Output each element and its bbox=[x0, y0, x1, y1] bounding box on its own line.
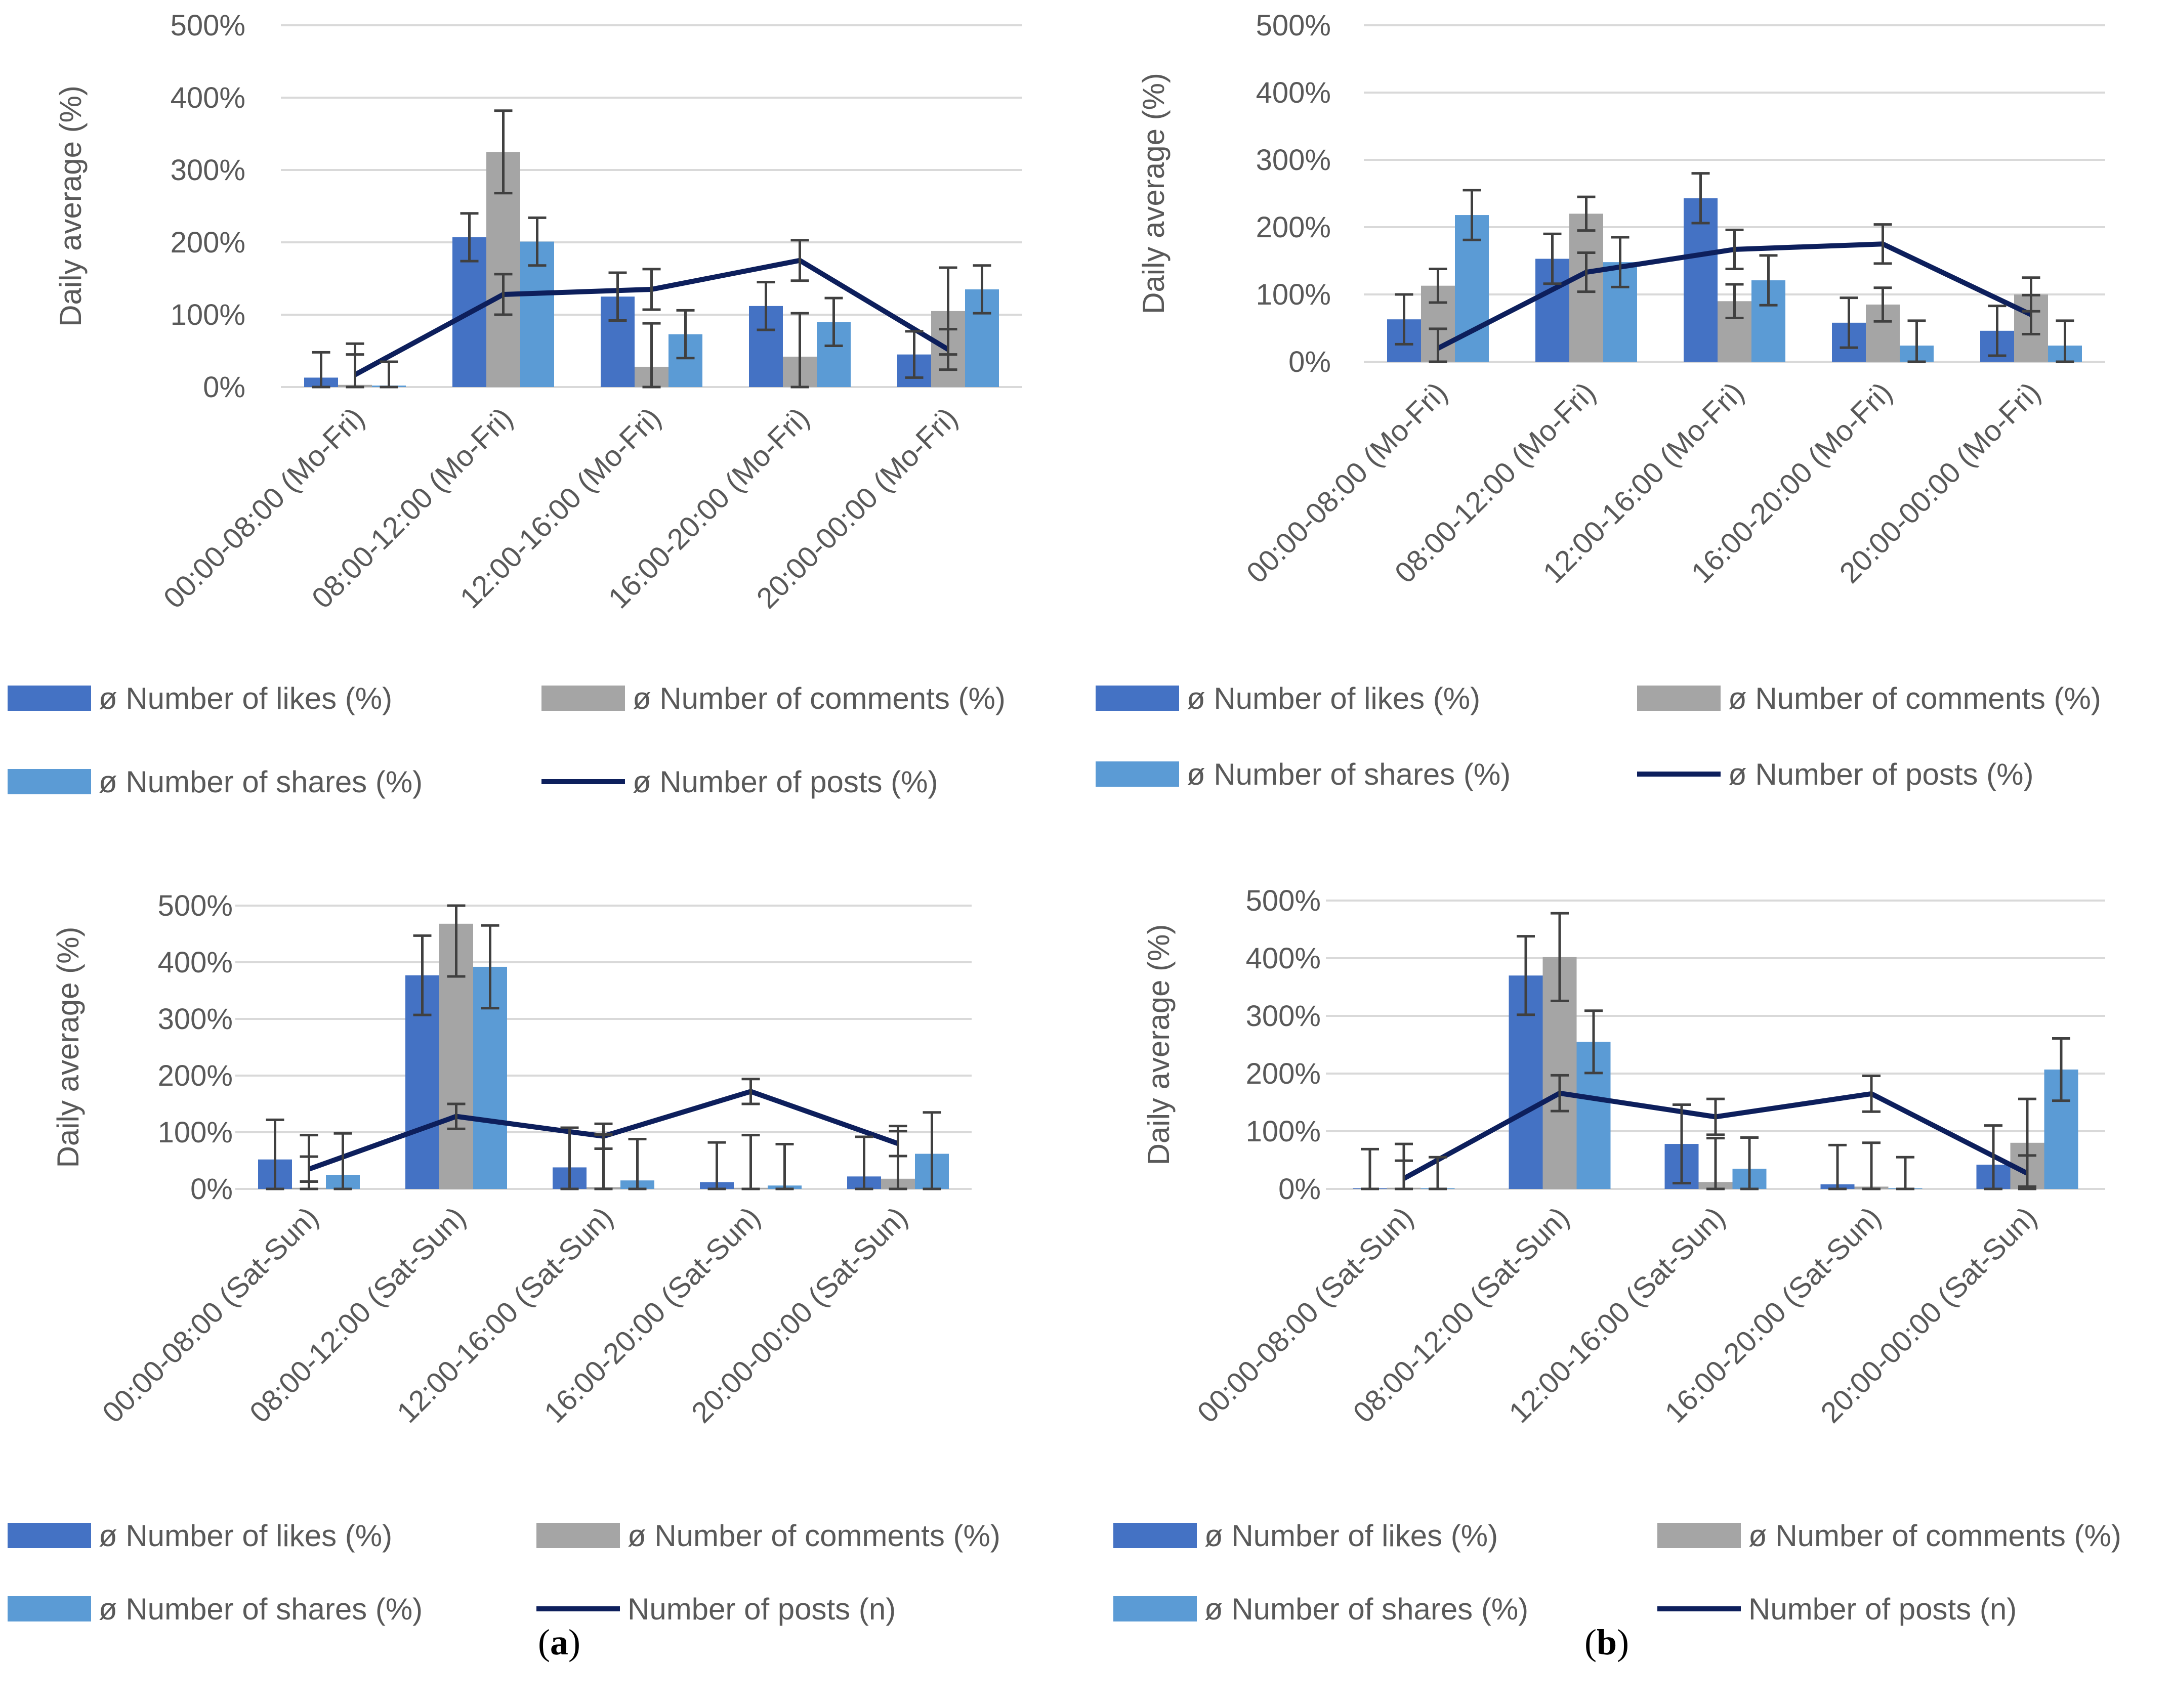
legend-item: ø Number of comments (%) bbox=[536, 1519, 1000, 1553]
y-tick-label: 200% bbox=[158, 1059, 233, 1092]
legend-item: ø Number of posts (%) bbox=[1637, 757, 2034, 791]
y-tick-label: 100% bbox=[1256, 278, 1331, 311]
y-tick-label: 300% bbox=[158, 1003, 233, 1036]
legend-item: ø Number of likes (%) bbox=[1096, 681, 1480, 715]
chart-a-weekday: 0%100%200%300%400%500%Daily average (%)0… bbox=[8, 9, 1022, 799]
legend-swatch bbox=[8, 1523, 91, 1548]
legend-swatch bbox=[1096, 761, 1179, 787]
legend-label: ø Number of comments (%) bbox=[628, 1519, 1000, 1553]
legend-label: Number of posts (n) bbox=[1748, 1592, 2017, 1626]
chart-a-weekend: 0%100%200%300%400%500%Daily average (%)0… bbox=[8, 889, 1000, 1626]
legend-label: ø Number of likes (%) bbox=[99, 681, 392, 715]
legend-item: ø Number of shares (%) bbox=[8, 765, 423, 799]
legend-swatch bbox=[8, 769, 91, 794]
bar bbox=[1684, 198, 1718, 362]
legend-item: ø Number of shares (%) bbox=[8, 1592, 423, 1626]
legend-swatch bbox=[541, 686, 625, 711]
y-tick-label: 100% bbox=[158, 1116, 233, 1149]
y-tick-label: 400% bbox=[158, 946, 233, 979]
legend-label: ø Number of shares (%) bbox=[1204, 1592, 1528, 1626]
legend-swatch bbox=[1113, 1596, 1197, 1621]
legend-swatch bbox=[1096, 686, 1179, 711]
y-tick-label: 500% bbox=[158, 889, 233, 922]
y-tick-label: 0% bbox=[203, 371, 245, 404]
y-tick-label: 100% bbox=[171, 298, 245, 331]
legend-swatch bbox=[8, 686, 91, 711]
y-tick-label: 0% bbox=[1278, 1173, 1321, 1206]
legend-swatch bbox=[536, 1523, 620, 1548]
y-tick-label: 300% bbox=[1246, 1000, 1321, 1033]
y-axis-label: Daily average (%) bbox=[1137, 73, 1171, 314]
legend-item: ø Number of comments (%) bbox=[1637, 681, 2101, 715]
y-tick-label: 0% bbox=[1288, 346, 1331, 378]
y-tick-label: 300% bbox=[1256, 144, 1331, 177]
legend-item: Number of posts (n) bbox=[536, 1592, 896, 1626]
legend-label: ø Number of comments (%) bbox=[1748, 1519, 2121, 1553]
y-tick-label: 200% bbox=[171, 226, 245, 259]
legend-label: Number of posts (n) bbox=[628, 1592, 896, 1626]
legend-swatch bbox=[1637, 686, 1721, 711]
legend-label: ø Number of shares (%) bbox=[99, 1592, 423, 1626]
legend-label: ø Number of likes (%) bbox=[1204, 1519, 1498, 1553]
legend-label: ø Number of comments (%) bbox=[633, 681, 1006, 715]
legend-item: ø Number of likes (%) bbox=[1113, 1519, 1498, 1553]
legend-item: ø Number of likes (%) bbox=[8, 681, 392, 715]
legend-item: ø Number of likes (%) bbox=[8, 1519, 392, 1553]
y-tick-label: 400% bbox=[171, 81, 245, 114]
legend-label: ø Number of posts (%) bbox=[1728, 757, 2034, 791]
legend-label: ø Number of shares (%) bbox=[99, 765, 423, 799]
legend-item: ø Number of shares (%) bbox=[1113, 1592, 1528, 1626]
legend-label: ø Number of shares (%) bbox=[1187, 757, 1511, 791]
legend-swatch bbox=[1657, 1523, 1741, 1548]
y-tick-label: 200% bbox=[1246, 1057, 1321, 1090]
y-axis-label: Daily average (%) bbox=[54, 86, 88, 327]
legend-item: ø Number of comments (%) bbox=[541, 681, 1006, 715]
panel-label-b: (b) bbox=[1584, 1622, 1630, 1662]
y-tick-label: 500% bbox=[1246, 884, 1321, 917]
legend-label: ø Number of posts (%) bbox=[633, 765, 938, 799]
y-tick-label: 400% bbox=[1246, 942, 1321, 975]
chart-b-weekend: 0%100%200%300%400%500%Daily average (%)0… bbox=[1113, 884, 2121, 1626]
legend-item: Number of posts (n) bbox=[1657, 1592, 2017, 1626]
legend-label: ø Number of likes (%) bbox=[1187, 681, 1480, 715]
legend-swatch bbox=[1113, 1523, 1197, 1548]
y-tick-label: 500% bbox=[1256, 9, 1331, 42]
y-tick-label: 0% bbox=[190, 1173, 233, 1206]
y-axis-label: Daily average (%) bbox=[51, 927, 85, 1168]
legend-swatch bbox=[8, 1596, 91, 1621]
y-tick-label: 200% bbox=[1256, 211, 1331, 244]
y-tick-label: 500% bbox=[171, 9, 245, 42]
legend-item: ø Number of shares (%) bbox=[1096, 757, 1511, 791]
legend-item: ø Number of posts (%) bbox=[541, 765, 938, 799]
legend-label: ø Number of comments (%) bbox=[1728, 681, 2101, 715]
panel-label-a: (a) bbox=[538, 1622, 580, 1662]
y-tick-label: 400% bbox=[1256, 76, 1331, 109]
y-tick-label: 100% bbox=[1246, 1115, 1321, 1148]
y-tick-label: 300% bbox=[171, 154, 245, 187]
legend-label: ø Number of likes (%) bbox=[99, 1519, 392, 1553]
chart-b-weekday: 0%100%200%300%400%500%Daily average (%)0… bbox=[1096, 9, 2105, 791]
legend-item: ø Number of comments (%) bbox=[1657, 1519, 2121, 1553]
y-axis-label: Daily average (%) bbox=[1142, 924, 1176, 1166]
